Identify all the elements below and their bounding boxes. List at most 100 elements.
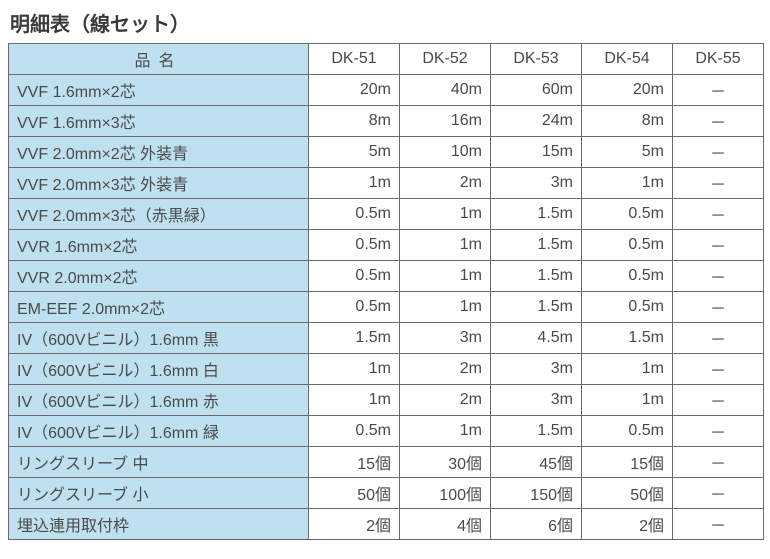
row-val: －	[673, 447, 764, 478]
header-row: 品名 DK-51 DK-52 DK-53 DK-54 DK-55	[9, 44, 764, 75]
row-val: 1m	[582, 168, 673, 199]
row-val: 16m	[400, 106, 491, 137]
header-name: 品名	[9, 44, 309, 75]
row-val: 100個	[400, 478, 491, 509]
row-name: VVR 2.0mm×2芯	[9, 261, 309, 292]
row-name: EM-EEF 2.0mm×2芯	[9, 292, 309, 323]
row-val: 0.5m	[582, 230, 673, 261]
row-val: －	[673, 292, 764, 323]
row-val: 0.5m	[309, 292, 400, 323]
row-val: 1.5m	[491, 199, 582, 230]
row-name: IV（600Vビニル）1.6mm 黒	[9, 323, 309, 354]
row-val: 2個	[582, 509, 673, 540]
row-val: 0.5m	[309, 261, 400, 292]
row-name: VVF 2.0mm×2芯 外装青	[9, 137, 309, 168]
row-val: 3m	[491, 168, 582, 199]
row-name: IV（600Vビニル）1.6mm 白	[9, 354, 309, 385]
table-row: VVF 2.0mm×3芯（赤黒緑）0.5m1m1.5m0.5m－	[9, 199, 764, 230]
row-val: 1.5m	[491, 261, 582, 292]
row-val: 20m	[309, 75, 400, 106]
row-val: 0.5m	[582, 261, 673, 292]
row-val: 0.5m	[309, 230, 400, 261]
header-col-3: DK-54	[582, 44, 673, 75]
row-val: 150個	[491, 478, 582, 509]
row-name: VVF 2.0mm×3芯（赤黒緑）	[9, 199, 309, 230]
row-val: 0.5m	[309, 416, 400, 447]
row-val: 5m	[582, 137, 673, 168]
table-row: IV（600Vビニル）1.6mm 白1m2m3m1m－	[9, 354, 764, 385]
row-val: 1.5m	[491, 292, 582, 323]
row-val: 0.5m	[309, 199, 400, 230]
header-col-2: DK-53	[491, 44, 582, 75]
row-val: 10m	[400, 137, 491, 168]
row-val: 4個	[400, 509, 491, 540]
table-row: VVF 2.0mm×2芯 外装青5m10m15m5m－	[9, 137, 764, 168]
row-name: VVF 2.0mm×3芯 外装青	[9, 168, 309, 199]
row-val: 1m	[400, 261, 491, 292]
header-col-0: DK-51	[309, 44, 400, 75]
table-row: VVR 2.0mm×2芯0.5m1m1.5m0.5m－	[9, 261, 764, 292]
row-val: －	[673, 75, 764, 106]
row-val: 3m	[491, 385, 582, 416]
row-val: 1.5m	[491, 230, 582, 261]
table-row: IV（600Vビニル）1.6mm 緑0.5m1m1.5m0.5m－	[9, 416, 764, 447]
row-name: IV（600Vビニル）1.6mm 緑	[9, 416, 309, 447]
row-val: －	[673, 323, 764, 354]
row-val: 2m	[400, 354, 491, 385]
table-body: VVF 1.6mm×2芯20m40m60m20m－VVF 1.6mm×3芯8m1…	[9, 75, 764, 540]
table-row: VVF 2.0mm×3芯 外装青1m2m3m1m－	[9, 168, 764, 199]
row-val: 1.5m	[582, 323, 673, 354]
row-val: 1m	[309, 168, 400, 199]
detail-table: 品名 DK-51 DK-52 DK-53 DK-54 DK-55 VVF 1.6…	[8, 43, 764, 540]
row-val: 15m	[491, 137, 582, 168]
row-val: 45個	[491, 447, 582, 478]
row-val: －	[673, 230, 764, 261]
row-val: 24m	[491, 106, 582, 137]
row-val: 1m	[400, 416, 491, 447]
row-val: －	[673, 385, 764, 416]
table-row: VVR 1.6mm×2芯0.5m1m1.5m0.5m－	[9, 230, 764, 261]
row-val: －	[673, 137, 764, 168]
row-val: 1m	[309, 385, 400, 416]
row-val: 50個	[582, 478, 673, 509]
row-val: 20m	[582, 75, 673, 106]
table-row: IV（600Vビニル）1.6mm 赤1m2m3m1m－	[9, 385, 764, 416]
row-val: 2m	[400, 168, 491, 199]
table-row: 埋込連用取付枠2個4個6個2個－	[9, 509, 764, 540]
table-row: リングスリーブ 中15個30個45個15個－	[9, 447, 764, 478]
row-val: 1m	[400, 292, 491, 323]
row-val: 0.5m	[582, 416, 673, 447]
row-val: 1m	[582, 354, 673, 385]
row-val: 1m	[400, 230, 491, 261]
row-val: 3m	[491, 354, 582, 385]
row-name: リングスリーブ 中	[9, 447, 309, 478]
row-val: 1.5m	[309, 323, 400, 354]
row-name: リングスリーブ 小	[9, 478, 309, 509]
row-val: 50個	[309, 478, 400, 509]
row-val: 60m	[491, 75, 582, 106]
row-val: 8m	[309, 106, 400, 137]
table-row: IV（600Vビニル）1.6mm 黒1.5m3m4.5m1.5m－	[9, 323, 764, 354]
row-val: 2m	[400, 385, 491, 416]
row-val: 15個	[309, 447, 400, 478]
row-val: 40m	[400, 75, 491, 106]
row-val: －	[673, 509, 764, 540]
table-row: リングスリーブ 小50個100個150個50個－	[9, 478, 764, 509]
table-row: VVF 1.6mm×3芯8m16m24m8m－	[9, 106, 764, 137]
row-name: 埋込連用取付枠	[9, 509, 309, 540]
row-val: 15個	[582, 447, 673, 478]
row-name: VVF 1.6mm×3芯	[9, 106, 309, 137]
row-val: －	[673, 354, 764, 385]
row-val: 0.5m	[582, 199, 673, 230]
row-val: 0.5m	[582, 292, 673, 323]
row-val: 1.5m	[491, 416, 582, 447]
row-name: IV（600Vビニル）1.6mm 赤	[9, 385, 309, 416]
row-val: 30個	[400, 447, 491, 478]
row-val: －	[673, 168, 764, 199]
header-col-1: DK-52	[400, 44, 491, 75]
row-val: －	[673, 199, 764, 230]
table-title: 明細表（線セット）	[10, 8, 762, 37]
row-name: VVF 1.6mm×2芯	[9, 75, 309, 106]
table-row: VVF 1.6mm×2芯20m40m60m20m－	[9, 75, 764, 106]
table-row: EM-EEF 2.0mm×2芯0.5m1m1.5m0.5m－	[9, 292, 764, 323]
